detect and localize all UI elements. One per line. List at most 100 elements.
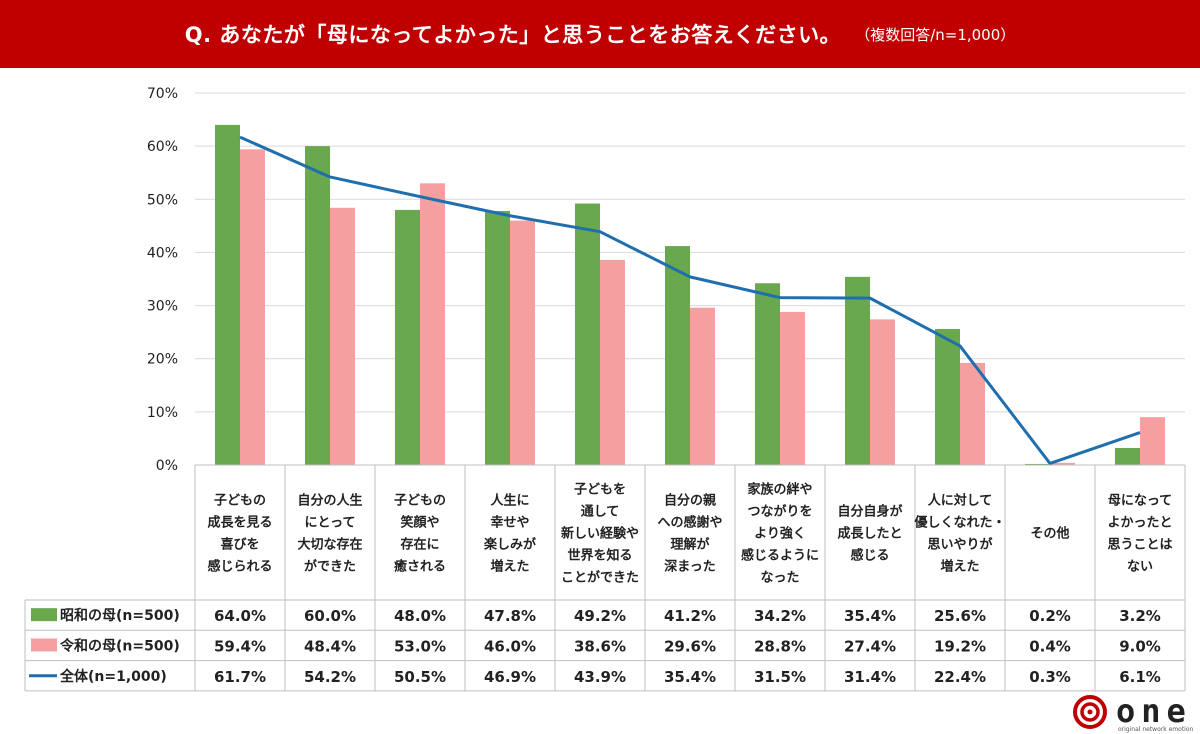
category-label: 思いやりが — [927, 537, 992, 553]
category-label: 存在に — [400, 537, 439, 553]
bar-showa — [485, 210, 510, 465]
category-label: つながりを — [747, 504, 812, 520]
chart-subtitle: （複数回答/n=1,000） — [855, 25, 1016, 44]
table-value: 0.3% — [1029, 668, 1071, 686]
bar-showa — [845, 276, 870, 465]
table-value: 6.1% — [1119, 668, 1161, 686]
bar-showa — [395, 209, 420, 465]
legend-swatch — [31, 608, 57, 622]
bar-reiwa — [960, 362, 985, 465]
category-label: にとって — [305, 516, 356, 531]
table-value: 29.6% — [664, 637, 716, 655]
table-value: 46.0% — [484, 637, 536, 655]
table-value: 43.9% — [574, 668, 626, 686]
bar-reiwa — [330, 207, 355, 465]
y-tick-label: 70% — [147, 86, 178, 102]
category-label: 理解が — [670, 537, 709, 553]
table-value: 61.7% — [214, 668, 266, 686]
category-label: 大切な存在 — [297, 537, 362, 553]
category-label: ことができた — [561, 570, 639, 586]
y-tick-label: 20% — [147, 352, 178, 368]
bar-showa — [935, 328, 960, 465]
y-tick-label: 60% — [147, 139, 178, 155]
table-value: 50.5% — [394, 668, 446, 686]
category-label: 笑顔や — [400, 515, 439, 531]
category-label: 子どもを — [574, 483, 626, 498]
bar-reiwa — [1050, 462, 1075, 465]
category-label: 子どもの — [214, 494, 266, 509]
table-value: 64.0% — [214, 607, 266, 625]
bar-reiwa — [870, 319, 895, 465]
category-label: 世界を知る — [567, 548, 632, 564]
category-label: 感じる — [850, 548, 889, 564]
bar-showa — [755, 283, 780, 465]
table-value: 31.4% — [844, 668, 896, 686]
category-label: 思うことは — [1107, 538, 1172, 553]
table-value: 49.2% — [574, 607, 626, 625]
bar-showa — [575, 203, 600, 465]
table-value: 25.6% — [934, 607, 986, 625]
category-label: 通して — [581, 504, 620, 520]
table-value: 47.8% — [484, 607, 536, 625]
table-value: 53.0% — [394, 637, 446, 655]
table-value: 9.0% — [1119, 637, 1161, 655]
category-label: 感じられる — [207, 559, 272, 575]
category-label: よかったと — [1107, 516, 1172, 531]
table-value: 41.2% — [664, 607, 716, 625]
category-label: 優しくなれた・ — [913, 515, 1005, 531]
bar-reiwa — [780, 311, 805, 465]
category-label: 母になって — [1108, 494, 1172, 509]
category-label: への感謝や — [657, 515, 722, 531]
category-label: 喜びを — [220, 537, 259, 553]
bar-reiwa — [510, 220, 535, 465]
y-tick-label: 0% — [156, 458, 178, 474]
category-label: 家族の絆や — [747, 482, 812, 498]
table-value: 22.4% — [934, 668, 986, 686]
category-label: 自分自身が — [837, 504, 902, 520]
category-label: より強く — [754, 526, 806, 542]
table-value: 60.0% — [304, 607, 356, 625]
category-label: 人生に — [490, 493, 529, 509]
table-value: 0.2% — [1029, 607, 1071, 625]
table-value: 59.4% — [214, 637, 266, 655]
table-value: 34.2% — [754, 607, 806, 625]
bar-reiwa — [690, 307, 715, 465]
bar-reiwa — [1140, 417, 1165, 465]
category-label: 深まった — [664, 559, 715, 575]
category-label: 子どもの — [394, 494, 446, 509]
table-value: 19.2% — [934, 637, 986, 655]
category-label: 自分の親 — [664, 493, 716, 509]
logo-swirl-icon — [1073, 695, 1107, 729]
logo-tagline: original network emotion — [1118, 726, 1194, 733]
table-value: 3.2% — [1119, 607, 1161, 625]
bar-showa — [665, 246, 690, 465]
table-value: 0.4% — [1029, 637, 1071, 655]
chart-title: Q. あなたが「母になってよかった」と思うことをお答えください。 — [184, 23, 842, 47]
table-value: 48.4% — [304, 637, 356, 655]
logo-wordmark: one — [1116, 692, 1192, 730]
category-label: 成長したと — [837, 526, 902, 542]
title-banner: Q. あなたが「母になってよかった」と思うことをお答えください。 （複数回答/n… — [0, 0, 1200, 68]
category-label: ができた — [304, 559, 356, 575]
y-tick-label: 10% — [147, 405, 178, 421]
category-label: ない — [1127, 560, 1153, 575]
table-value: 48.0% — [394, 607, 446, 625]
category-label: 新しい経験や — [561, 526, 639, 542]
y-tick-label: 30% — [147, 299, 178, 315]
bar-reiwa — [600, 259, 625, 465]
category-label: 楽しみが — [483, 537, 536, 553]
brand-logo: one original network emotion — [1072, 692, 1196, 734]
bar-reiwa — [420, 183, 445, 466]
bar-showa — [215, 124, 240, 465]
table-value: 46.9% — [484, 668, 536, 686]
table-value: 31.5% — [754, 668, 806, 686]
category-label: 自分の人生 — [297, 493, 362, 509]
bar-showa — [1115, 447, 1140, 465]
legend-swatch — [31, 638, 57, 652]
bar-showa — [305, 146, 330, 465]
category-label: 増えた — [940, 559, 979, 575]
legend-label: 令和の母(n=500) — [59, 637, 180, 654]
category-label: 成長を見る — [207, 515, 272, 531]
bar-showa — [1025, 463, 1050, 465]
